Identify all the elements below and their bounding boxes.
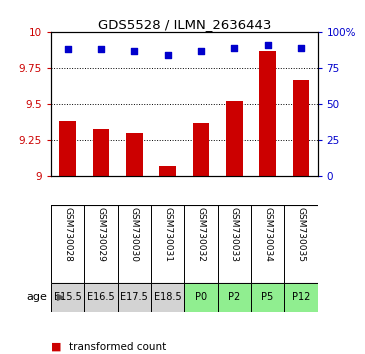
Point <box>231 45 237 51</box>
Point <box>131 48 137 53</box>
Text: GSM730028: GSM730028 <box>63 207 72 262</box>
FancyBboxPatch shape <box>284 283 318 312</box>
Point <box>98 46 104 52</box>
Text: transformed count: transformed count <box>69 342 166 352</box>
Text: E18.5: E18.5 <box>154 292 181 302</box>
Text: E16.5: E16.5 <box>87 292 115 302</box>
Text: GSM730032: GSM730032 <box>196 207 205 262</box>
FancyBboxPatch shape <box>84 283 118 312</box>
Bar <box>160 166 176 176</box>
Text: GSM730031: GSM730031 <box>163 207 172 262</box>
Bar <box>193 123 209 176</box>
FancyBboxPatch shape <box>118 283 151 312</box>
Text: P0: P0 <box>195 292 207 302</box>
Text: P12: P12 <box>292 292 310 302</box>
Bar <box>226 101 243 176</box>
Bar <box>59 121 76 176</box>
Bar <box>126 133 143 176</box>
Text: P5: P5 <box>261 292 274 302</box>
Text: ■: ■ <box>51 342 62 352</box>
Point <box>265 42 270 48</box>
FancyBboxPatch shape <box>218 283 251 312</box>
Text: age: age <box>27 292 47 302</box>
Text: GSM730035: GSM730035 <box>296 207 306 262</box>
Bar <box>293 80 309 176</box>
Bar <box>259 51 276 176</box>
FancyBboxPatch shape <box>184 283 218 312</box>
FancyBboxPatch shape <box>251 283 284 312</box>
Title: GDS5528 / ILMN_2636443: GDS5528 / ILMN_2636443 <box>97 18 271 31</box>
Text: GSM730034: GSM730034 <box>263 207 272 262</box>
Text: GSM730029: GSM730029 <box>97 207 105 262</box>
FancyBboxPatch shape <box>51 283 84 312</box>
Point <box>65 46 71 52</box>
Point <box>165 52 170 58</box>
Text: GSM730030: GSM730030 <box>130 207 139 262</box>
Text: E15.5: E15.5 <box>54 292 82 302</box>
Bar <box>93 129 110 176</box>
Text: E17.5: E17.5 <box>120 292 148 302</box>
Point <box>198 48 204 53</box>
FancyBboxPatch shape <box>151 283 184 312</box>
Point <box>298 45 304 51</box>
Text: P2: P2 <box>228 292 241 302</box>
Text: GSM730033: GSM730033 <box>230 207 239 262</box>
